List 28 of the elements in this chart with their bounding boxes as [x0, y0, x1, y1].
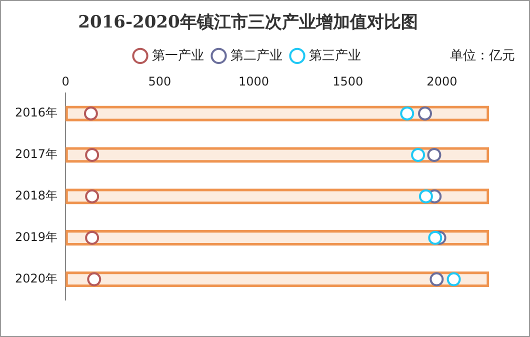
point [446, 272, 461, 286]
point [430, 272, 444, 286]
chart-title: 2016-2020年镇江市三次产业增加值对比图 [78, 12, 418, 33]
y-tick-label: 2019年 [14, 230, 58, 244]
x-tick-label: 500 [148, 74, 172, 89]
x-tick-label: 1500 [332, 74, 364, 89]
legend-label: 第一产业 [152, 48, 204, 64]
x-tick-label: 1000 [238, 74, 270, 89]
point [87, 272, 102, 286]
legend-label: 第二产业 [230, 48, 282, 64]
y-tick-label: 2018年 [14, 188, 58, 203]
y-tick-label: 2016年 [14, 106, 58, 120]
point [400, 106, 414, 121]
point [85, 189, 100, 204]
y-tick-label: 2017年 [14, 147, 58, 162]
point [411, 148, 426, 162]
point [427, 148, 442, 162]
text: 单位：亿元 [450, 48, 515, 64]
point [85, 230, 100, 245]
x-tick-label: 2000 [426, 74, 458, 89]
point [85, 148, 100, 162]
point [418, 189, 433, 204]
point [418, 106, 432, 121]
legend-label: 第三产业 [308, 48, 361, 64]
point [428, 230, 442, 245]
y-tick-label: 2020年 [14, 271, 58, 286]
point [84, 106, 98, 121]
x-tick-label: 0 [62, 74, 70, 89]
